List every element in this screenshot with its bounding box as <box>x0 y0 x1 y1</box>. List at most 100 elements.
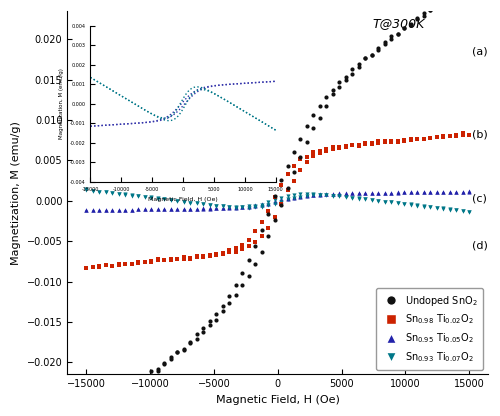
Point <box>458 188 466 195</box>
Point <box>322 146 330 153</box>
Point <box>134 193 142 199</box>
Point <box>238 204 246 210</box>
Point <box>166 356 174 362</box>
Point <box>212 311 220 317</box>
Point <box>160 257 168 264</box>
Point <box>303 192 311 198</box>
Point <box>89 264 97 270</box>
Point <box>310 191 318 198</box>
Point <box>225 292 233 299</box>
Point <box>277 199 285 206</box>
Point <box>102 189 110 196</box>
Point <box>199 325 207 332</box>
Point <box>134 379 142 386</box>
Point <box>134 259 142 265</box>
Point <box>407 189 415 196</box>
Point <box>296 136 304 142</box>
Point <box>96 264 104 271</box>
Point <box>322 102 330 109</box>
Point <box>115 206 123 213</box>
Point <box>407 136 415 143</box>
Point <box>180 198 188 205</box>
Point <box>192 200 200 206</box>
Point <box>82 265 90 271</box>
Point <box>134 206 142 213</box>
Point <box>206 317 214 324</box>
Point <box>452 207 460 214</box>
Point <box>206 253 214 260</box>
Point <box>108 207 116 213</box>
Point <box>96 188 104 195</box>
Point <box>290 194 298 201</box>
Point <box>394 30 402 37</box>
Point <box>180 206 188 212</box>
Point <box>212 317 220 324</box>
Point <box>342 77 350 84</box>
Point <box>394 138 402 145</box>
Point <box>413 136 421 143</box>
Point <box>173 349 181 355</box>
Point <box>348 65 356 72</box>
Point <box>115 261 123 268</box>
Point <box>141 259 149 266</box>
Point <box>148 258 156 265</box>
Point <box>388 36 396 43</box>
Point <box>206 322 214 328</box>
Point <box>160 206 168 213</box>
Point <box>108 190 116 196</box>
Point <box>108 398 116 405</box>
Point <box>258 233 266 240</box>
Point <box>115 262 123 268</box>
Point <box>296 193 304 199</box>
Point <box>141 206 149 213</box>
Point <box>284 162 292 169</box>
Point <box>173 206 181 212</box>
Point <box>342 190 350 196</box>
Point <box>394 30 402 37</box>
Point <box>206 252 214 259</box>
Point <box>458 130 466 137</box>
Point <box>439 189 447 196</box>
Point <box>355 60 363 67</box>
Point <box>355 142 363 149</box>
Point <box>362 140 370 146</box>
Point <box>218 307 226 314</box>
Point <box>400 137 408 144</box>
Point <box>296 156 304 163</box>
Point <box>108 398 116 404</box>
Point <box>134 260 142 267</box>
Point <box>368 196 376 203</box>
Point <box>446 188 454 195</box>
Point <box>368 140 376 147</box>
Point <box>102 189 110 196</box>
Point <box>212 205 220 212</box>
Point <box>186 199 194 206</box>
Point <box>336 84 344 90</box>
Point <box>420 10 428 16</box>
Point <box>251 203 259 209</box>
Point <box>82 207 90 213</box>
Point <box>225 203 233 210</box>
Point <box>128 192 136 198</box>
Point <box>322 192 330 198</box>
Point <box>96 409 104 416</box>
Point <box>284 187 292 193</box>
Point <box>381 198 389 205</box>
Point <box>166 257 174 263</box>
Point <box>270 213 278 220</box>
Point <box>413 203 421 209</box>
Point <box>232 281 239 288</box>
Point <box>394 138 402 145</box>
Point <box>154 206 162 213</box>
Point <box>173 206 181 212</box>
Point <box>355 196 363 202</box>
Point <box>413 189 421 196</box>
Point <box>148 194 156 201</box>
Point <box>264 202 272 209</box>
Point <box>407 136 415 143</box>
Point <box>166 197 174 203</box>
Point <box>400 189 408 196</box>
Point <box>108 206 116 213</box>
Point <box>264 233 272 240</box>
Point <box>388 189 396 196</box>
